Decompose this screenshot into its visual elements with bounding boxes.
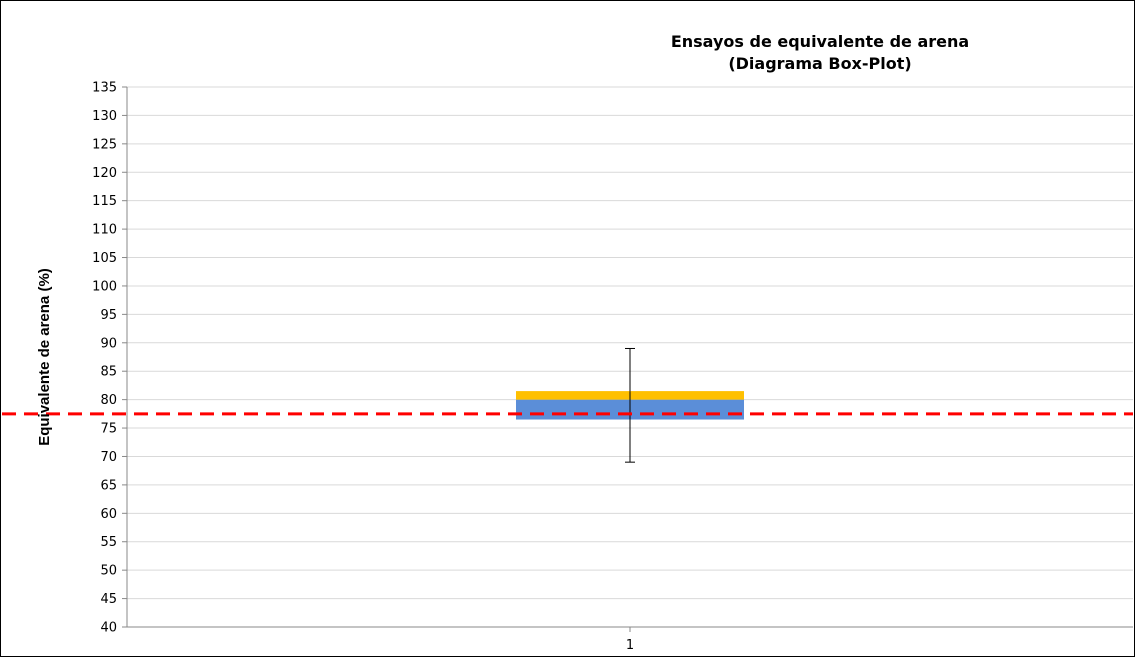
y-tick-label: 65: [100, 478, 117, 493]
y-tick-label: 90: [100, 336, 117, 351]
chart-subtitle: (Diagrama Box-Plot): [728, 54, 911, 73]
y-tick-label: 110: [92, 223, 117, 238]
y-tick-label: 125: [92, 137, 117, 152]
y-tick-label: 135: [92, 81, 117, 96]
y-tick-label: 95: [100, 308, 117, 323]
y-tick-label: 60: [100, 507, 117, 522]
y-tick-label: 55: [100, 535, 117, 550]
y-tick-label: 70: [100, 450, 117, 465]
y-tick-label: 40: [100, 621, 117, 636]
y-tick-label: 105: [92, 251, 117, 266]
y-axis-ticks: 40 45 50 55 60 65 70 75 80 85 90 95 100 105 110 115 120 1…: [92, 81, 127, 636]
y-tick-label: 130: [92, 109, 117, 124]
y-tick-label: 50: [100, 564, 117, 579]
box-plot-marks: [2, 347, 1133, 463]
y-tick-label: 100: [92, 279, 117, 294]
y-tick-label: 85: [100, 365, 117, 380]
y-tick-label: 75: [100, 422, 117, 437]
x-tick-label: 1: [626, 638, 634, 653]
x-axis-ticks: 1: [626, 627, 634, 653]
y-axis-label: Equivalente de arena (%): [36, 268, 53, 446]
y-tick-label: 80: [100, 393, 117, 408]
chart-title: Ensayos de equivalente de arena: [671, 32, 969, 51]
y-tick-label: 45: [100, 592, 117, 607]
y-tick-label: 115: [92, 194, 117, 209]
y-tick-label: 120: [92, 166, 117, 181]
